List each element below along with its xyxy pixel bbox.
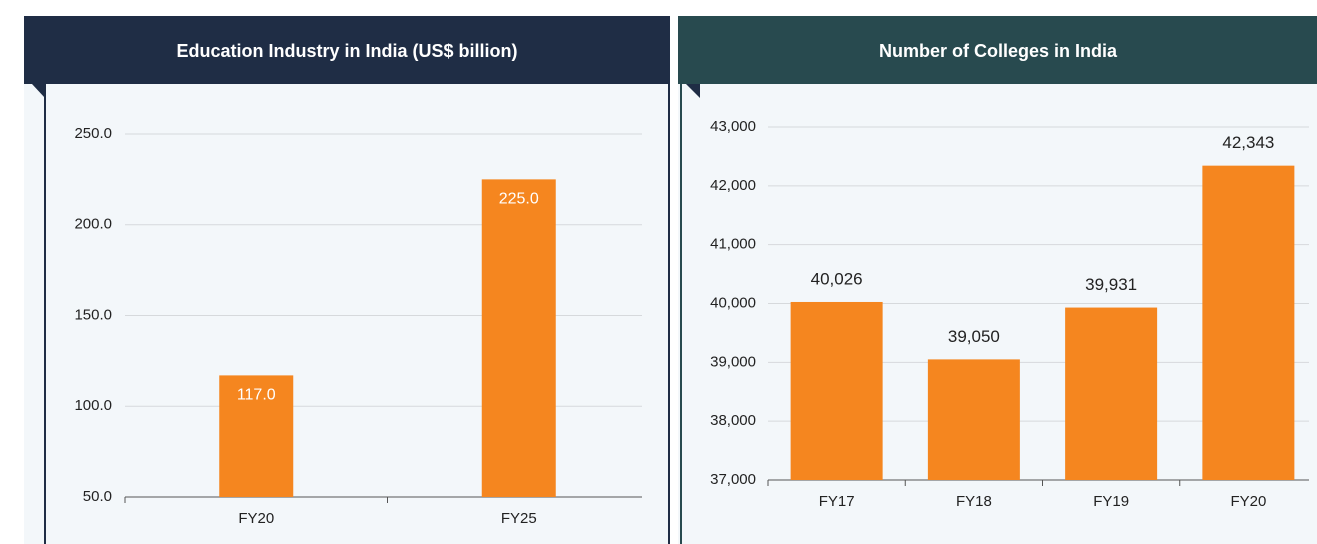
y-tick-label: 200.0 [74,216,112,233]
chart-title: Education Industry in India (US$ billion… [176,41,517,61]
data-label: 117.0 [237,387,276,404]
data-label: 42,343 [1222,133,1274,152]
data-label: 39,050 [948,327,1000,346]
y-tick-label: 250.0 [74,125,112,142]
y-tick-label: 39,000 [710,353,756,370]
y-tick-label: 150.0 [74,306,112,323]
corner [32,84,45,98]
y-tick-label: 50.0 [83,488,112,505]
y-tick-label: 41,000 [710,236,756,253]
y-tick-label: 42,000 [710,177,756,194]
bar [481,179,556,497]
y-tick-label: 100.0 [74,397,112,414]
panel-header [678,16,1317,84]
y-tick-label: 40,000 [710,294,756,311]
bar [927,359,1020,480]
x-tick-label: FY18 [956,493,992,510]
data-label: 40,026 [811,269,863,288]
x-tick-label: FY20 [1230,493,1266,510]
y-tick-label: 38,000 [710,412,756,429]
y-tick-label: 43,000 [710,118,756,135]
x-tick-label: FY17 [819,493,855,510]
x-tick-label: FY19 [1093,493,1129,510]
x-tick-label: FY25 [501,510,537,527]
panel [24,16,670,544]
bar [790,301,883,480]
bar [219,375,294,497]
y-tick-label: 37,000 [710,471,756,488]
panel-header [24,16,670,84]
data-label: 39,931 [1085,275,1137,294]
x-tick-label: FY20 [238,510,274,527]
corner [686,84,700,98]
bar [1065,307,1158,480]
data-label: 225.0 [499,191,539,208]
chart-title: Number of Colleges in India [879,41,1118,61]
bar [1202,165,1295,480]
